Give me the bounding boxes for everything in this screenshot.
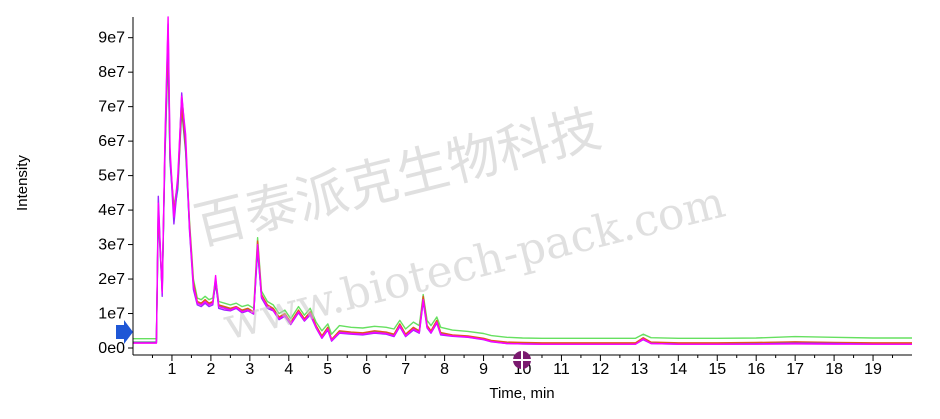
- y-tick-label: 4e7: [98, 202, 125, 219]
- y-tick-label: 0e0: [98, 340, 125, 357]
- x-tick-label: 4: [284, 361, 293, 378]
- x-tick-label: 1: [167, 361, 176, 378]
- series-layer: [133, 16, 912, 345]
- y-axis-title: Intensity: [14, 155, 31, 211]
- x-tick-label: 3: [245, 361, 254, 378]
- x-tick-label: 15: [708, 361, 726, 378]
- start-arrow-icon[interactable]: [116, 320, 133, 344]
- y-tick-label: 9e7: [98, 30, 125, 47]
- watermark: 百泰派克生物科技 www.biotech-pack.com: [189, 99, 730, 351]
- y-tick-label: 2e7: [98, 271, 125, 288]
- y-axis-ticks: 0e0 1e7 2e7 3e7 4e7 5e7 6e7 7e7 8e7 9e7: [98, 30, 133, 357]
- x-tick-label: 12: [592, 361, 610, 378]
- x-tick-label: 18: [825, 361, 843, 378]
- y-tick-label: 5e7: [98, 168, 125, 185]
- y-tick-label: 1e7: [98, 306, 125, 323]
- cursor-marker-icon[interactable]: [511, 349, 533, 371]
- series-line-1: [133, 16, 912, 345]
- x-tick-label: 16: [747, 361, 765, 378]
- y-tick-label: 7e7: [98, 99, 125, 116]
- x-tick-label: 9: [479, 361, 488, 378]
- x-tick-label: 11: [553, 361, 570, 378]
- x-tick-label: 13: [630, 361, 648, 378]
- x-tick-label: 6: [362, 361, 371, 378]
- y-tick-label: 6e7: [98, 133, 125, 150]
- x-tick-label: 7: [401, 361, 410, 378]
- x-axis-ticks: 12345678910111213141516171819: [151, 355, 894, 378]
- x-tick-label: 8: [440, 361, 449, 378]
- x-tick-label: 5: [323, 361, 332, 378]
- x-axis-title: Time, min: [489, 385, 554, 402]
- x-tick-label: 17: [786, 361, 804, 378]
- y-tick-label: 3e7: [98, 237, 125, 254]
- x-tick-label: 14: [669, 361, 687, 378]
- x-tick-label: 19: [864, 361, 882, 378]
- x-tick-label: 2: [206, 361, 215, 378]
- y-tick-label: 8e7: [98, 64, 125, 81]
